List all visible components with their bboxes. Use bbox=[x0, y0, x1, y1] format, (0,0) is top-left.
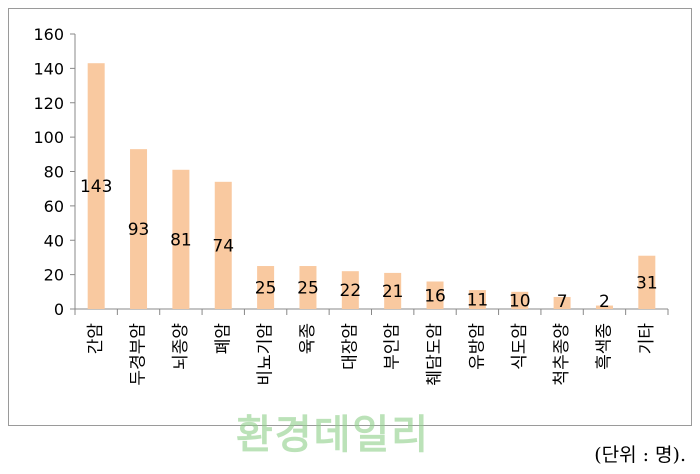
unit-note: (단위 : 명). bbox=[594, 444, 686, 466]
x-tick-label: 뇌종양 bbox=[171, 323, 191, 370]
bar bbox=[214, 181, 232, 309]
bar bbox=[257, 266, 275, 309]
bar bbox=[468, 290, 486, 309]
data-label: 81 bbox=[170, 230, 192, 250]
x-tick-label: 유방암 bbox=[467, 323, 487, 370]
bar bbox=[553, 296, 571, 309]
data-label: 93 bbox=[128, 220, 150, 240]
bar bbox=[426, 281, 444, 309]
x-tick-label: 폐암 bbox=[213, 323, 233, 355]
y-tick-label: 20 bbox=[44, 266, 64, 285]
bar bbox=[299, 266, 317, 309]
bar bbox=[341, 271, 359, 309]
data-label: 31 bbox=[636, 273, 658, 293]
x-tick-label: 척추종양 bbox=[552, 323, 572, 386]
chart-frame bbox=[8, 8, 692, 426]
x-tick-label: 대장암 bbox=[340, 323, 360, 370]
bar bbox=[172, 169, 190, 309]
bar bbox=[384, 272, 402, 309]
x-tick-label: 췌담도암 bbox=[425, 323, 445, 386]
bar bbox=[511, 291, 529, 309]
bar bbox=[595, 305, 613, 309]
watermark-logo: 환경데일리 bbox=[236, 412, 430, 458]
y-tick-label: 0 bbox=[54, 300, 64, 319]
data-label: 21 bbox=[382, 282, 404, 302]
x-tick-label: 육종 bbox=[298, 323, 318, 354]
bar bbox=[638, 255, 656, 309]
data-label: 10 bbox=[509, 291, 531, 311]
data-label: 2 bbox=[599, 292, 610, 312]
data-label: 16 bbox=[424, 286, 446, 306]
y-tick-label: 60 bbox=[44, 197, 64, 216]
x-tick-label: 흑색종 bbox=[594, 323, 614, 370]
x-tick-label: 비뇨기암 bbox=[256, 323, 276, 386]
bar bbox=[130, 149, 148, 309]
y-tick-label: 100 bbox=[33, 128, 64, 147]
data-label: 25 bbox=[255, 279, 277, 299]
y-tick-label: 160 bbox=[33, 25, 64, 44]
x-tick-label: 두경부암 bbox=[129, 323, 149, 386]
data-label: 143 bbox=[80, 177, 112, 197]
y-tick-label: 140 bbox=[33, 59, 64, 78]
bar bbox=[87, 63, 105, 309]
data-label: 74 bbox=[212, 236, 234, 256]
x-tick-label: 기타 bbox=[637, 323, 657, 355]
data-label: 7 bbox=[557, 292, 568, 312]
data-label: 25 bbox=[297, 279, 319, 299]
x-tick-label: 식도암 bbox=[510, 323, 530, 370]
y-tick-label: 120 bbox=[33, 94, 64, 113]
x-tick-label: 간암 bbox=[86, 323, 106, 355]
x-tick-label: 부인암 bbox=[383, 323, 403, 370]
y-tick-label: 80 bbox=[44, 163, 64, 182]
data-label: 22 bbox=[340, 281, 362, 301]
y-tick-label: 40 bbox=[44, 231, 64, 250]
data-label: 11 bbox=[467, 291, 489, 311]
